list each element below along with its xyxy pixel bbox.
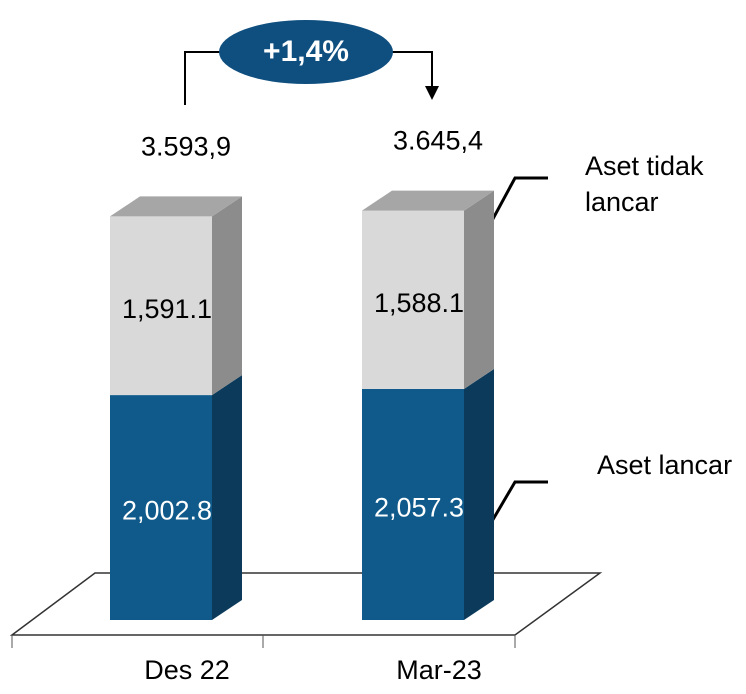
annotation: +1,4%	[263, 35, 349, 68]
bar-side	[212, 196, 242, 396]
bracket	[184, 51, 225, 105]
bar-top	[110, 196, 242, 217]
leader-line	[486, 176, 548, 229]
leader-line	[486, 480, 548, 529]
arrowhead	[425, 86, 439, 100]
total-label: 3.593,9	[141, 132, 231, 162]
x-tick-label: Mar-23	[396, 655, 482, 685]
bar	[362, 210, 464, 389]
value-label: 2,057.3	[374, 493, 464, 523]
value-label: 1,591.1	[122, 294, 212, 324]
bar-side	[212, 375, 242, 620]
legend-label: Aset tidak lancar	[585, 151, 704, 217]
bar-side	[464, 368, 494, 620]
bar-top	[362, 190, 494, 211]
total-label: 3.645,4	[393, 126, 483, 156]
floor	[9, 572, 603, 636]
bar	[362, 388, 464, 620]
value-label: 1,588.1	[374, 288, 464, 318]
x-tick-label: Des 22	[144, 655, 230, 685]
bar	[110, 395, 212, 620]
bar-side	[464, 190, 494, 389]
bar	[110, 216, 212, 396]
badge	[219, 20, 393, 84]
legend-label: Aset lancar	[597, 450, 733, 480]
value-label: 2,002.8	[122, 496, 212, 526]
bracket	[388, 51, 433, 88]
